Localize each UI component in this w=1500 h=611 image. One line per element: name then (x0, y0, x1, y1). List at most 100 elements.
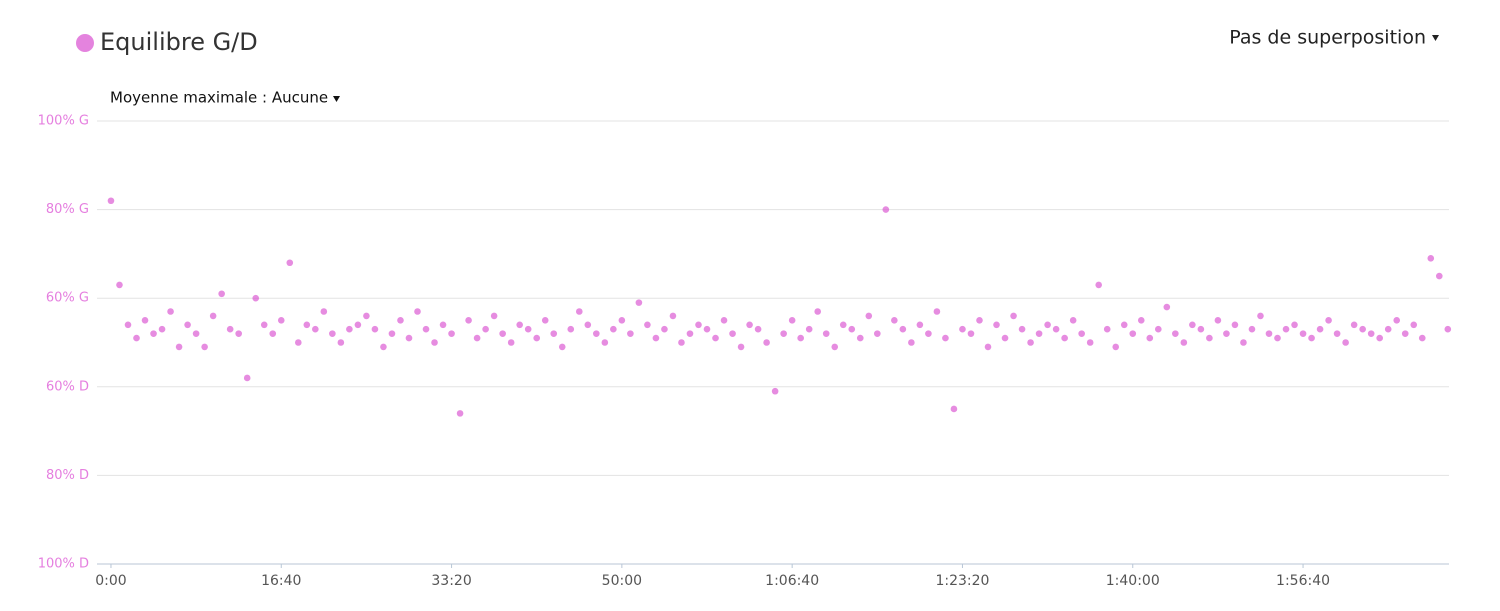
data-point (533, 334, 541, 342)
data-point (567, 325, 575, 333)
data-point (814, 308, 822, 315)
data-point (627, 330, 634, 337)
data-point (312, 325, 319, 333)
data-point (635, 299, 643, 306)
data-point (1435, 272, 1443, 280)
data-point (541, 317, 549, 324)
data-point (1299, 330, 1307, 337)
data-point (763, 339, 770, 346)
data-point (1384, 325, 1392, 333)
data-point (524, 325, 532, 333)
dropdown-arrow[interactable] (1432, 35, 1439, 41)
data-point (388, 330, 396, 337)
y-tick-label: 60% G (46, 291, 89, 306)
data-point (473, 334, 481, 342)
data-point (891, 317, 898, 324)
data-point (1240, 339, 1247, 346)
data-point (1086, 339, 1094, 346)
data-point (1325, 317, 1332, 324)
data-point (507, 339, 515, 346)
data-point (1027, 339, 1034, 346)
data-point (652, 334, 660, 342)
data-point (831, 343, 839, 351)
data-point (1112, 343, 1120, 351)
data-point (797, 334, 804, 342)
data-point (686, 330, 694, 337)
data-point (1095, 281, 1102, 289)
data-point (175, 343, 183, 351)
data-point (1427, 255, 1435, 262)
data-point (1103, 325, 1111, 333)
y-tick-label: 80% D (46, 468, 89, 483)
data-point (967, 330, 975, 337)
data-point (678, 339, 685, 346)
data-point (882, 206, 890, 213)
y-tick-label: 80% G (46, 202, 89, 217)
data-point (1410, 321, 1418, 329)
data-point (439, 321, 447, 329)
data-point (703, 325, 711, 333)
data-point (294, 339, 302, 346)
data-point (1035, 330, 1043, 337)
data-point (695, 321, 702, 329)
data-point (243, 374, 251, 382)
data-point (1146, 334, 1154, 342)
data-point (976, 317, 983, 324)
data-point (1444, 325, 1452, 333)
data-point (669, 312, 677, 320)
data-point (1137, 317, 1145, 324)
data-point (116, 281, 123, 289)
average-dropdown[interactable]: Moyenne maximale : Aucune (110, 89, 340, 107)
data-point (1078, 330, 1085, 337)
data-point (1214, 317, 1222, 324)
data-point (1018, 325, 1026, 333)
data-point (839, 321, 847, 329)
data-point (133, 334, 140, 342)
data-point (277, 317, 285, 324)
data-point (933, 308, 941, 315)
data-point (141, 317, 149, 324)
data-point (422, 325, 430, 333)
data-point (601, 339, 609, 346)
data-point (899, 325, 907, 333)
data-point (550, 330, 558, 337)
data-point (490, 312, 498, 320)
x-tick-label: 50:00 (602, 573, 642, 589)
y-tick-label: 100% D (38, 557, 89, 572)
data-point (950, 405, 958, 413)
data-point (644, 321, 651, 329)
data-point (746, 321, 753, 329)
x-tick-label: 16:40 (261, 573, 301, 589)
data-point (925, 330, 932, 337)
data-point (1350, 321, 1358, 329)
data-point (107, 197, 115, 205)
data-point (771, 387, 779, 395)
average-label[interactable]: Moyenne maximale : Aucune (110, 89, 328, 107)
overlay-dropdown[interactable]: Pas de superposition (1229, 27, 1439, 49)
data-point (848, 325, 856, 333)
x-tick-label: 1:40:00 (1106, 573, 1160, 589)
data-point (1367, 330, 1375, 337)
y-tick-label: 100% G (38, 114, 89, 129)
data-point (1282, 325, 1290, 333)
data-point (448, 330, 455, 337)
data-point (1206, 334, 1213, 342)
data-point (661, 325, 668, 333)
data-point (1010, 312, 1017, 320)
dropdown-arrow[interactable] (333, 96, 340, 102)
data-point (397, 317, 404, 324)
data-point (584, 321, 592, 329)
legend-label: Equilibre G/D (100, 28, 258, 56)
y-tick-label: 60% D (46, 379, 89, 394)
data-point (1189, 321, 1196, 329)
data-point (593, 330, 600, 337)
data-point (1418, 334, 1426, 342)
x-tick-label: 1:06:40 (765, 573, 819, 589)
data-point (712, 334, 719, 342)
data-point (192, 330, 200, 337)
data-point (993, 321, 1000, 329)
data-point (959, 325, 966, 333)
data-point (1163, 303, 1171, 311)
data-point (822, 330, 830, 337)
overlay-label[interactable]: Pas de superposition (1229, 27, 1426, 49)
